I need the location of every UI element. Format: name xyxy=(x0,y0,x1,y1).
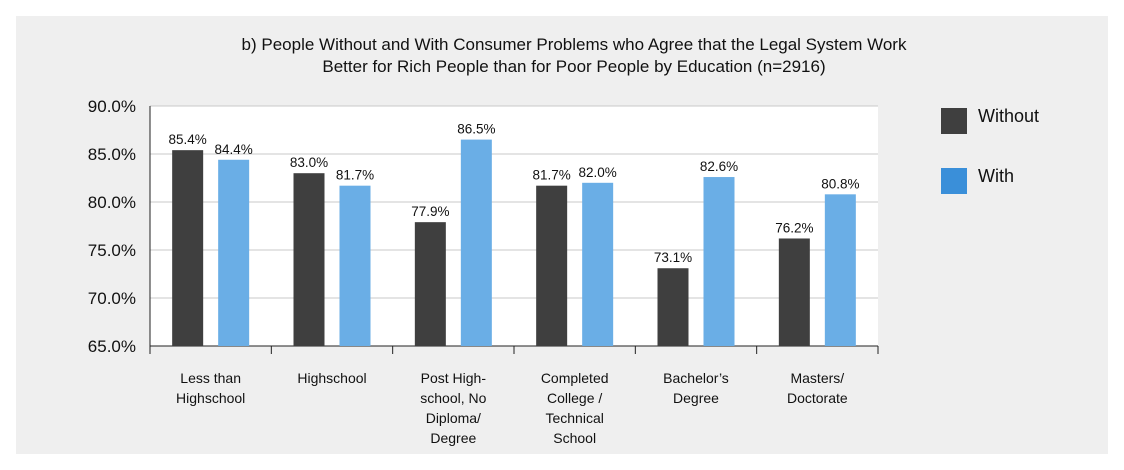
y-tick-label: 65.0% xyxy=(88,337,136,356)
x-category-label: Diploma/ xyxy=(426,410,481,426)
x-category-label: school, No xyxy=(420,390,486,406)
data-label: 84.4% xyxy=(215,142,253,157)
bar-without xyxy=(172,150,204,346)
x-category-label: College / xyxy=(547,390,602,406)
bar-without xyxy=(778,238,810,346)
data-label: 82.0% xyxy=(579,165,617,180)
x-category-label: Completed xyxy=(541,370,609,386)
bar-without xyxy=(536,185,568,346)
data-label: 82.6% xyxy=(700,159,738,174)
bar-with xyxy=(824,194,856,346)
y-tick-label: 85.0% xyxy=(88,145,136,164)
x-category-label: Degree xyxy=(430,430,476,446)
data-label: 81.7% xyxy=(533,168,571,183)
x-category-label: Less than xyxy=(180,370,241,386)
bar-with xyxy=(460,139,492,346)
data-label: 77.9% xyxy=(411,204,449,219)
bar-without xyxy=(414,222,446,346)
data-label: 81.7% xyxy=(336,168,374,183)
y-tick-label: 75.0% xyxy=(88,241,136,260)
bar-with xyxy=(582,182,614,346)
bar-without xyxy=(657,268,689,346)
bar-without xyxy=(293,173,325,346)
x-category-label: Masters/ xyxy=(790,370,844,386)
data-label: 83.0% xyxy=(290,155,328,170)
y-tick-label: 70.0% xyxy=(88,289,136,308)
data-label: 80.8% xyxy=(821,176,859,191)
data-label: 76.2% xyxy=(775,220,813,235)
x-category-label: Highschool xyxy=(297,370,366,386)
bar-with xyxy=(218,159,250,346)
data-label: 86.5% xyxy=(457,122,495,137)
x-category-label: Bachelor’s xyxy=(663,370,729,386)
x-category-label: Highschool xyxy=(176,390,245,406)
y-tick-label: 90.0% xyxy=(88,97,136,116)
x-category-label: School xyxy=(553,430,596,446)
chart-title-line: Better for Rich People than for Poor Peo… xyxy=(322,57,825,76)
data-label: 85.4% xyxy=(169,132,207,147)
chart-title-line: b) People Without and With Consumer Prob… xyxy=(242,35,907,54)
x-category-label: Technical xyxy=(545,410,603,426)
legend-label-with: With xyxy=(978,166,1014,186)
chart-frame: b) People Without and With Consumer Prob… xyxy=(16,16,1108,454)
legend-label-without: Without xyxy=(978,106,1039,126)
x-category-label: Post High- xyxy=(421,370,487,386)
x-category-label: Doctorate xyxy=(787,390,848,406)
data-label: 73.1% xyxy=(654,250,692,265)
plot-area xyxy=(150,106,878,346)
legend-swatch-with xyxy=(941,168,967,194)
legend-swatch-without xyxy=(941,108,967,134)
y-tick-label: 80.0% xyxy=(88,193,136,212)
bar-with xyxy=(339,185,371,346)
x-category-label: Degree xyxy=(673,390,719,406)
bar-with xyxy=(703,177,735,346)
bar-chart: b) People Without and With Consumer Prob… xyxy=(88,35,1039,446)
